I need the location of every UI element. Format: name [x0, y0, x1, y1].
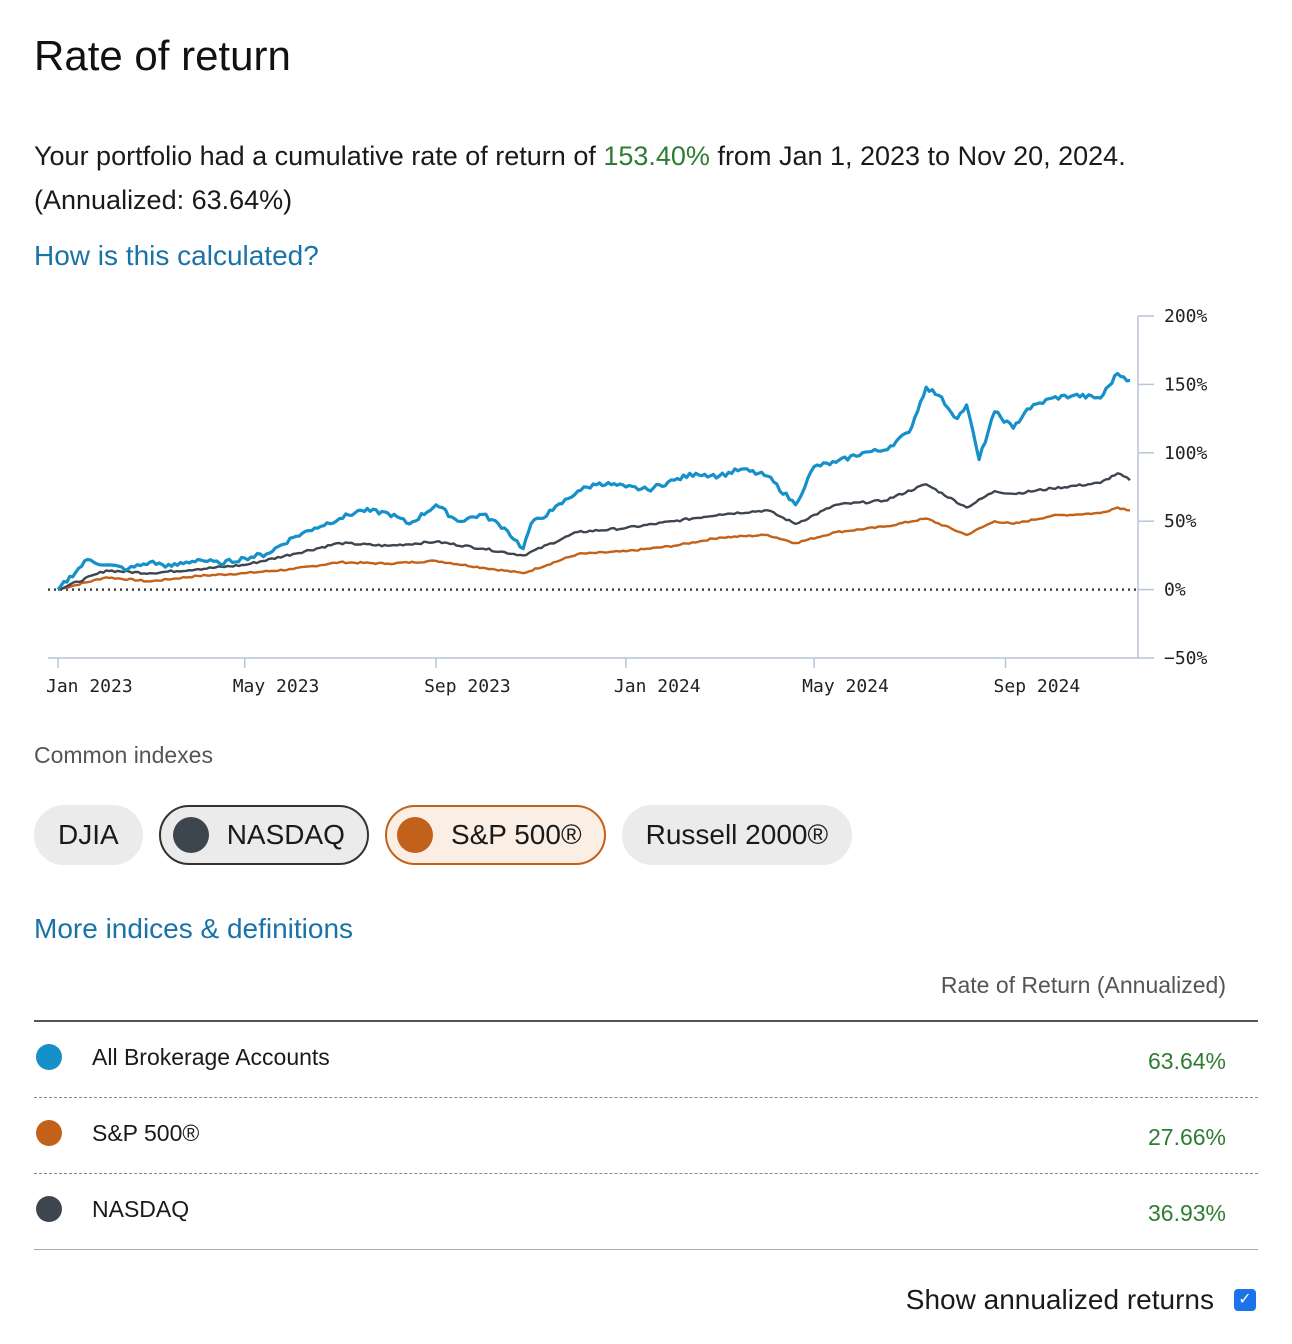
- annualized-toggle[interactable]: Show annualized returns ✓: [906, 1284, 1256, 1316]
- returns-table: All Brokerage Accounts 63.64% S&P 500® 2…: [34, 1020, 1258, 1250]
- x-tick-label: Sep 2024: [994, 676, 1081, 697]
- y-tick-label: 100%: [1164, 443, 1208, 464]
- row-name: S&P 500®: [92, 1120, 200, 1146]
- more-indices-link[interactable]: More indices & definitions: [34, 913, 354, 944]
- x-tick-label: Jan 2024: [614, 676, 701, 697]
- pill-label: S&P 500®: [450, 819, 582, 850]
- pill-label: NASDAQ: [226, 819, 345, 850]
- cumulative-return-value: 153.40%: [603, 141, 710, 171]
- annualized-checkbox[interactable]: ✓: [1234, 1289, 1256, 1311]
- x-tick-label: Sep 2023: [424, 676, 511, 697]
- how-calculated-link[interactable]: How is this calculated?: [34, 240, 319, 271]
- table-column-header: Rate of Return (Annualized): [940, 972, 1226, 998]
- series-color-dot: [36, 1044, 62, 1070]
- index-pill-group: DJIA NASDAQ S&P 500® Russell 2000®: [34, 805, 853, 865]
- nasdaq-series-line: [57, 472, 1131, 591]
- y-tick-label: −50%: [1164, 648, 1208, 669]
- pill-djia[interactable]: DJIA: [34, 805, 143, 865]
- series-color-dot: [36, 1120, 62, 1146]
- table-row: NASDAQ 36.93%: [34, 1174, 1258, 1250]
- pill-sp500[interactable]: S&P 500®: [384, 805, 606, 865]
- sp500-series-line: [57, 506, 1131, 591]
- x-tick-label: May 2024: [802, 676, 889, 697]
- row-name: NASDAQ: [92, 1196, 190, 1222]
- row-name: All Brokerage Accounts: [92, 1044, 330, 1070]
- return-line-chart: 200% 150% 100% 50% 0% −50% Jan 2023 May 2023 Sep…: [46, 306, 1208, 697]
- annualized-toggle-label: Show annualized returns: [905, 1284, 1214, 1315]
- portfolio-series-line: [56, 371, 1131, 591]
- return-summary: Your portfolio had a cumulative rate of …: [34, 134, 1234, 222]
- page-title: Rate of return: [34, 32, 291, 79]
- pill-label: Russell 2000®: [645, 819, 829, 850]
- y-tick-label: 0%: [1164, 580, 1186, 601]
- y-tick-label: 200%: [1164, 306, 1208, 327]
- checkmark-icon: ✓: [1238, 1291, 1252, 1308]
- pill-nasdaq[interactable]: NASDAQ: [158, 805, 369, 865]
- y-tick-label: 50%: [1164, 511, 1197, 532]
- common-indexes-label: Common indexes: [34, 742, 213, 768]
- table-row: S&P 500® 27.66%: [34, 1098, 1258, 1174]
- return-chart: 200% 150% 100% 50% 0% −50% Jan 2023 May 2023 Sep…: [0, 296, 1292, 716]
- pill-russell-2000[interactable]: Russell 2000®: [621, 805, 853, 865]
- x-tick-label: May 2023: [233, 676, 320, 697]
- series-color-dot: [36, 1196, 62, 1222]
- row-value: 36.93%: [1147, 1200, 1226, 1226]
- row-value: 27.66%: [1147, 1124, 1226, 1150]
- row-value: 63.64%: [1147, 1048, 1226, 1074]
- sp500-color-dot: [396, 817, 433, 853]
- table-row: All Brokerage Accounts 63.64%: [34, 1022, 1258, 1098]
- y-tick-label: 150%: [1164, 374, 1208, 395]
- summary-text-end: from Jan 1, 2023 to Nov 20, 2024. (Annua…: [34, 141, 1126, 215]
- x-tick-label: Jan 2023: [46, 676, 133, 697]
- nasdaq-color-dot: [172, 817, 209, 853]
- summary-text-start: Your portfolio had a cumulative rate of …: [34, 141, 604, 171]
- pill-label: DJIA: [58, 819, 119, 850]
